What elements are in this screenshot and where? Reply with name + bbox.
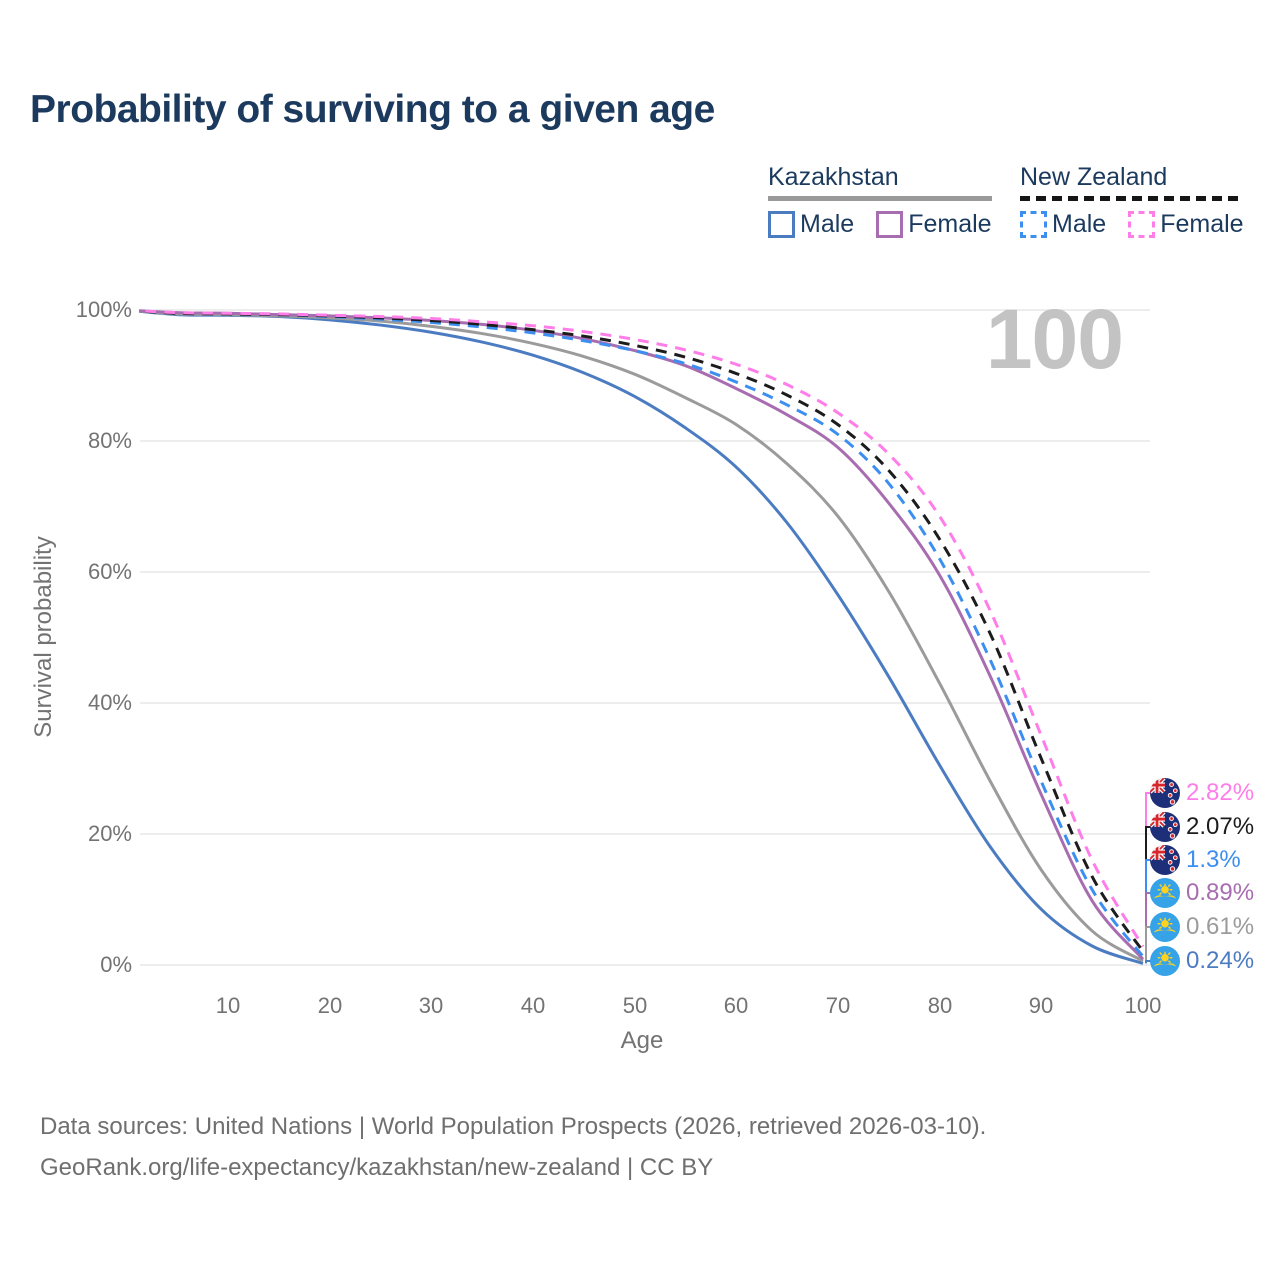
new-zealand-flag-icon: [1150, 778, 1180, 808]
age-counter-watermark: 100: [985, 292, 1124, 386]
y-tick-40: 40%: [87, 690, 132, 715]
legend-item-label: Male: [1052, 210, 1107, 238]
y-tick-20: 20%: [87, 821, 132, 846]
end-label-nz-male[interactable]: 1.3%: [1150, 843, 1241, 877]
curve-new-zealand-male[interactable]: [126, 309, 1145, 958]
footer: Data sources: United Nations | World Pop…: [40, 1106, 986, 1188]
end-label-nz-total[interactable]: 2.07%: [1150, 810, 1254, 844]
curve-new-zealand[interactable]: [126, 309, 1145, 953]
curve-new-zealand-female[interactable]: [126, 309, 1145, 948]
x-tick-100: 100: [1124, 993, 1162, 1018]
curve-kazakhstan-female[interactable]: [126, 309, 1145, 961]
x-tick-80: 80: [927, 993, 953, 1018]
page-title: Probability of surviving to a given age: [30, 88, 715, 131]
x-tick-30: 30: [418, 993, 444, 1018]
legend-item-new-zealand-male[interactable]: Male: [1020, 210, 1106, 239]
kazakhstan-male-swatch-icon: [768, 211, 795, 238]
end-label-value: 1.3%: [1186, 846, 1241, 873]
legend-group-new-zealand: New Zealand Male Female: [1020, 163, 1244, 239]
legend-underline-new-zealand: [1020, 196, 1244, 201]
x-tick-70: 70: [825, 993, 851, 1018]
x-tick-40: 40: [520, 993, 546, 1018]
end-label-value: 2.07%: [1186, 813, 1255, 840]
y-tick-0: 0%: [100, 952, 132, 977]
legend-item-label: Female: [1160, 210, 1244, 238]
end-label-connector: [1145, 960, 1151, 964]
legend-item-label: Male: [800, 210, 855, 238]
end-label-kz-male[interactable]: 0.24%: [1150, 944, 1254, 978]
source-url-line[interactable]: GeoRank.org/life-expectancy/kazakhstan/n…: [40, 1154, 714, 1181]
new-zealand-male-swatch-icon: [1020, 211, 1047, 238]
x-tick-60: 60: [723, 993, 749, 1018]
end-label-connector: [1145, 926, 1151, 962]
end-label-value: 0.24%: [1186, 947, 1255, 974]
y-tick-80: 80%: [87, 428, 132, 453]
legend-item-kazakhstan-female[interactable]: Female: [876, 210, 992, 239]
legend-header-new-zealand[interactable]: New Zealand: [1020, 163, 1168, 191]
legend-header-kazakhstan[interactable]: Kazakhstan: [768, 163, 899, 191]
kazakhstan-flag-icon: [1150, 878, 1180, 908]
end-label-value: 0.89%: [1186, 879, 1255, 906]
y-axis-title: Survival probability: [30, 536, 57, 738]
end-label-kz-total[interactable]: 0.61%: [1150, 910, 1254, 944]
x-tick-10: 10: [215, 993, 241, 1018]
kazakhstan-flag-icon: [1150, 912, 1180, 942]
end-label-value: 2.82%: [1186, 779, 1255, 806]
legend-item-new-zealand-female[interactable]: Female: [1128, 210, 1244, 239]
legend-item-kazakhstan-male[interactable]: Male: [768, 210, 854, 239]
end-label-value: 0.61%: [1186, 913, 1255, 940]
legend-underline-kazakhstan: [768, 196, 992, 201]
x-tick-90: 90: [1028, 993, 1054, 1018]
new-zealand-flag-icon: [1150, 845, 1180, 875]
end-label-nz-female[interactable]: 2.82%: [1150, 776, 1254, 810]
y-tick-60: 60%: [87, 559, 132, 584]
new-zealand-flag-icon: [1150, 812, 1180, 842]
curve-kazakhstan[interactable]: [126, 309, 1144, 963]
legend-item-label: Female: [908, 210, 992, 238]
kazakhstan-female-swatch-icon: [876, 211, 904, 238]
x-axis-title: Age: [620, 1027, 664, 1054]
x-tick-20: 20: [317, 993, 343, 1018]
new-zealand-female-swatch-icon: [1128, 211, 1156, 238]
y-tick-100: 100%: [75, 297, 132, 322]
data-sources-line: Data sources: United Nations | World Pop…: [40, 1113, 987, 1140]
kazakhstan-flag-icon: [1150, 946, 1180, 976]
end-label-kz-female[interactable]: 0.89%: [1150, 876, 1254, 910]
legend-group-kazakhstan: Kazakhstan Male Female: [768, 163, 992, 239]
x-tick-50: 50: [622, 993, 648, 1018]
